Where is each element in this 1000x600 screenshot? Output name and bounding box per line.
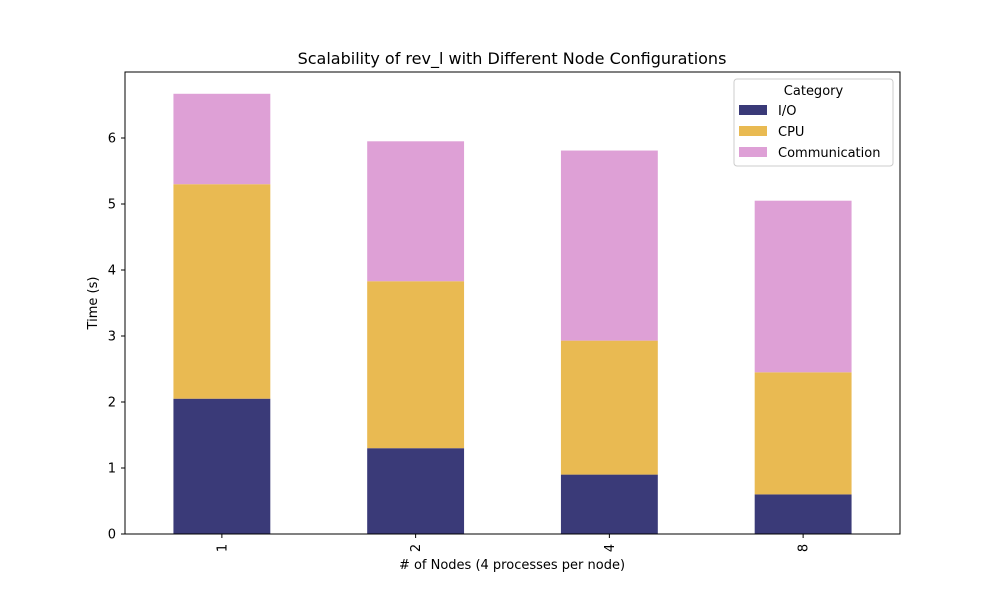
legend-box xyxy=(733,78,894,167)
bar-i-o-4 xyxy=(560,474,658,534)
y-tick-label: 5 xyxy=(108,198,116,213)
y-tick-label: 2 xyxy=(108,396,116,411)
y-tick-label: 0 xyxy=(108,528,116,543)
y-axis: 0 1 2 3 4 5 6 xyxy=(108,132,125,543)
bar-cpu-1 xyxy=(173,184,271,399)
x-tick-label: 8 xyxy=(797,544,812,552)
bar-cpu-4 xyxy=(560,340,658,475)
bar-communication-4 xyxy=(560,150,658,341)
bar-i-o-1 xyxy=(173,398,271,534)
legend-label: Communication xyxy=(778,146,880,161)
bar-communication-2 xyxy=(367,141,465,282)
bar-cpu-8 xyxy=(754,372,852,495)
bars-layer xyxy=(173,93,852,534)
bar-i-o-8 xyxy=(754,494,852,534)
x-tick-label: 1 xyxy=(215,544,230,552)
legend: Category I/O CPU Communication xyxy=(733,78,894,167)
legend-title: Category xyxy=(784,84,844,99)
bar-i-o-2 xyxy=(367,448,465,534)
legend-swatch-i-o xyxy=(739,105,767,115)
chart-title: Scalability of rev_l with Different Node… xyxy=(298,49,727,69)
x-tick-label: 4 xyxy=(603,544,618,552)
bar-communication-1 xyxy=(173,93,271,185)
legend-swatch-cpu xyxy=(739,126,767,136)
x-axis: 1 2 4 8 xyxy=(215,534,812,552)
y-tick-label: 6 xyxy=(108,132,116,147)
bar-cpu-2 xyxy=(367,281,465,449)
y-tick-label: 4 xyxy=(108,264,116,279)
y-axis-label: Time (s) xyxy=(86,277,101,331)
legend-swatch-communication xyxy=(739,147,767,157)
y-tick-label: 3 xyxy=(108,330,116,345)
legend-label: I/O xyxy=(778,104,796,119)
x-tick-label: 2 xyxy=(409,544,424,552)
x-axis-label: # of Nodes (4 processes per node) xyxy=(399,558,625,573)
bar-communication-8 xyxy=(754,200,852,373)
y-tick-label: 1 xyxy=(108,462,116,477)
plot-frame xyxy=(124,71,901,535)
legend-label: CPU xyxy=(778,125,804,140)
